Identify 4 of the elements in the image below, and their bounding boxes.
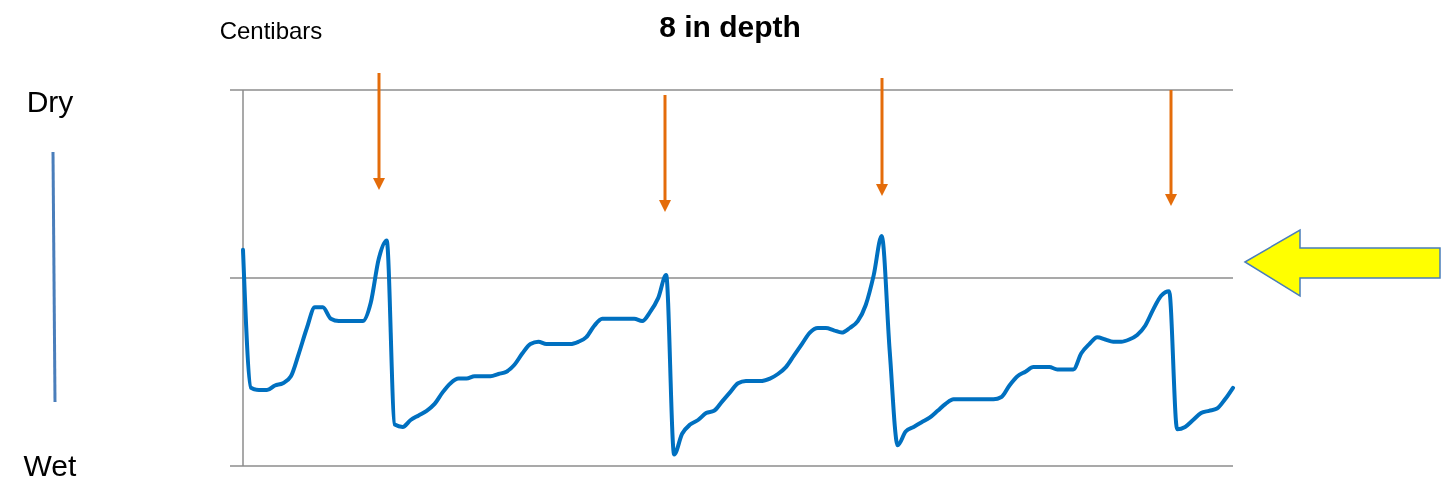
text: Dry xyxy=(26,85,74,118)
text: Wet xyxy=(23,449,78,482)
chart-title: 8 in depth xyxy=(659,10,801,43)
text: Centibars xyxy=(219,17,323,44)
